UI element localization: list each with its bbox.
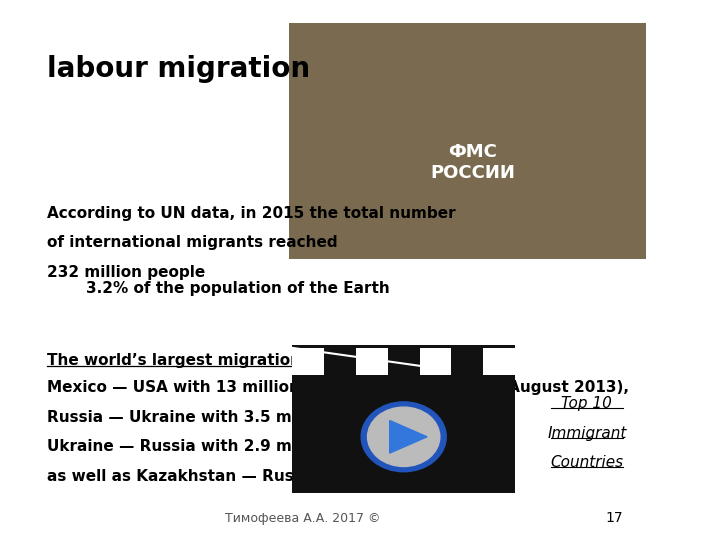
Text: ФМС
РОССИИ: ФМС РОССИИ (430, 143, 515, 182)
Bar (483, 348, 515, 375)
Text: Countries: Countries (550, 455, 624, 470)
Bar (292, 345, 515, 493)
Bar (388, 348, 420, 375)
Text: Russia — Ukraine with 3.5 million,: Russia — Ukraine with 3.5 million, (48, 410, 339, 424)
Text: 3.2% of the population of the Earth: 3.2% of the population of the Earth (86, 281, 390, 296)
Text: According to UN data, in 2015 the total number: According to UN data, in 2015 the total … (48, 206, 456, 220)
Polygon shape (390, 421, 427, 453)
Circle shape (361, 402, 446, 472)
Bar (292, 348, 324, 375)
Text: Top 10: Top 10 (562, 396, 612, 411)
Bar (356, 348, 388, 375)
Bar (451, 348, 483, 375)
Text: The world’s largest migration corridors :: The world’s largest migration corridors … (48, 353, 395, 368)
Text: as well as Kazakhstan — Russia with 2.5 million: as well as Kazakhstan — Russia with 2.5 … (48, 469, 456, 484)
Text: labour migration: labour migration (48, 55, 310, 83)
Circle shape (367, 407, 440, 467)
Text: 232 million people: 232 million people (48, 265, 205, 280)
Text: Тимофеева А.А. 2017 ©: Тимофеева А.А. 2017 © (225, 512, 380, 525)
Text: Mexico — USA with 13 million migrated (in January — August 2013),: Mexico — USA with 13 million migrated (i… (48, 380, 629, 395)
Text: of international migrants reached: of international migrants reached (48, 235, 338, 250)
Bar (289, 23, 646, 259)
Bar (324, 348, 356, 375)
Text: Immigrant: Immigrant (547, 426, 626, 441)
Bar (420, 348, 451, 375)
Text: Ukraine — Russia with 2.9 million,: Ukraine — Russia with 2.9 million, (48, 439, 339, 454)
Text: 17: 17 (606, 511, 623, 525)
